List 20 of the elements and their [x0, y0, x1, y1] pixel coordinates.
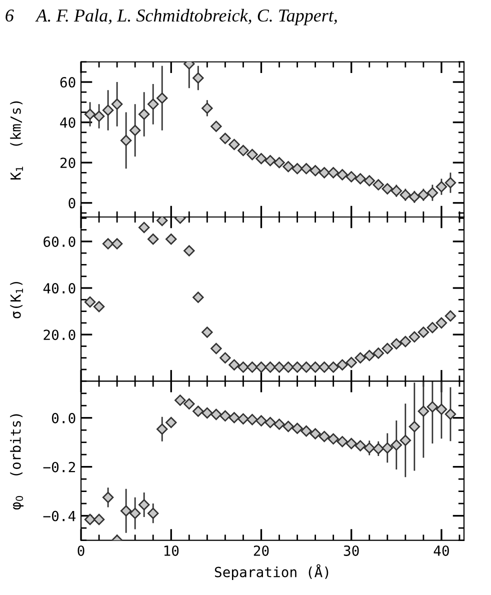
x-tick-label: 0: [78, 545, 84, 556]
text: 6 A. F. Pala, L. Schmidtobreick, C. Tappert,: [6, 8, 337, 26]
y-tick-label: 0: [68, 198, 76, 208]
y-tick-label: 60: [60, 77, 76, 88]
y-tick-label: −0.2: [43, 462, 75, 472]
y-tick-label: 20.0: [44, 330, 76, 340]
x-axis-title: Separation (Å): [214, 564, 328, 580]
y-tick-label: 0.0: [52, 412, 76, 424]
y-tick-label: 20: [60, 158, 76, 168]
y-axis-title: σ(K$_{1}$): [10, 282, 23, 318]
x-tick-label: 20: [254, 545, 269, 556]
x-tick-label: 10: [164, 545, 179, 556]
y-tick-label: 40: [60, 117, 76, 128]
y-tick-label: 60.0: [44, 236, 76, 247]
x-tick-label: 40: [434, 545, 449, 556]
text: K$_{1}$ (km/s): [10, 101, 23, 180]
text: φ$_{0}$ (orbits): [10, 414, 24, 510]
y-tick-label: 40.0: [43, 283, 76, 294]
x-tick-label: 30: [344, 545, 359, 556]
y-tick-label: −0.4: [43, 510, 76, 522]
